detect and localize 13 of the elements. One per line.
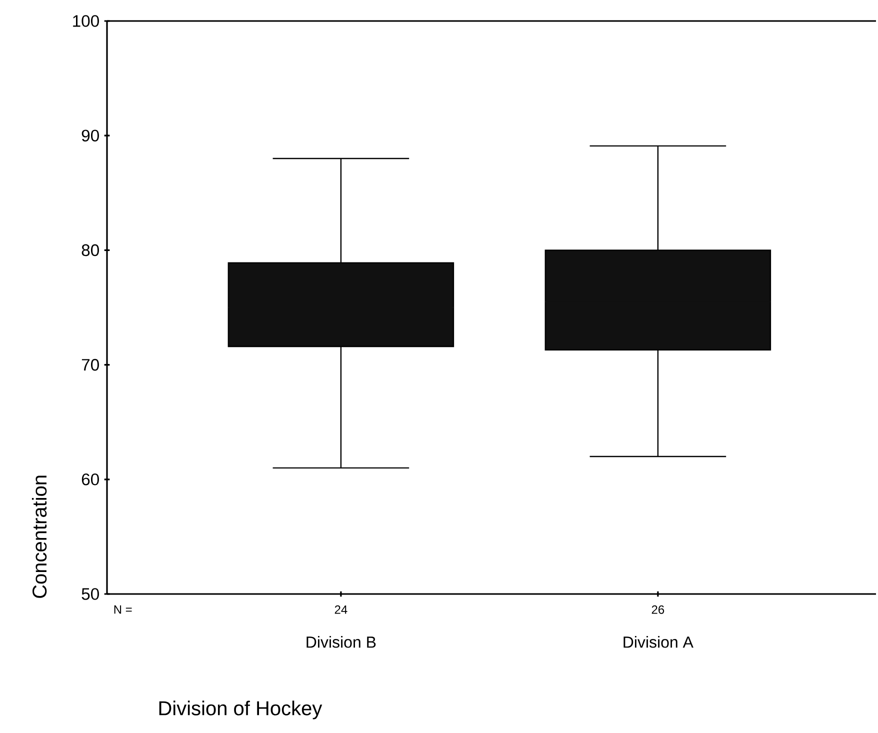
text: 26 bbox=[652, 605, 664, 614]
x-axis-title: Division of Hockey bbox=[159, 700, 322, 720]
y-tick-label: 60 bbox=[82, 474, 99, 486]
x-tick-label: Division A bbox=[624, 636, 694, 648]
y-tick-label: 100 bbox=[73, 15, 99, 27]
y-tick-label: 50 bbox=[82, 588, 99, 600]
text: N = bbox=[114, 605, 132, 614]
text: 24 bbox=[334, 605, 348, 614]
x-tick-label: Division B bbox=[306, 636, 376, 648]
y-tick-label: 90 bbox=[82, 130, 99, 142]
y-axis-title: Concentration bbox=[32, 476, 47, 598]
y-tick-label: 80 bbox=[82, 244, 99, 256]
y-tick-label: 70 bbox=[82, 358, 99, 371]
